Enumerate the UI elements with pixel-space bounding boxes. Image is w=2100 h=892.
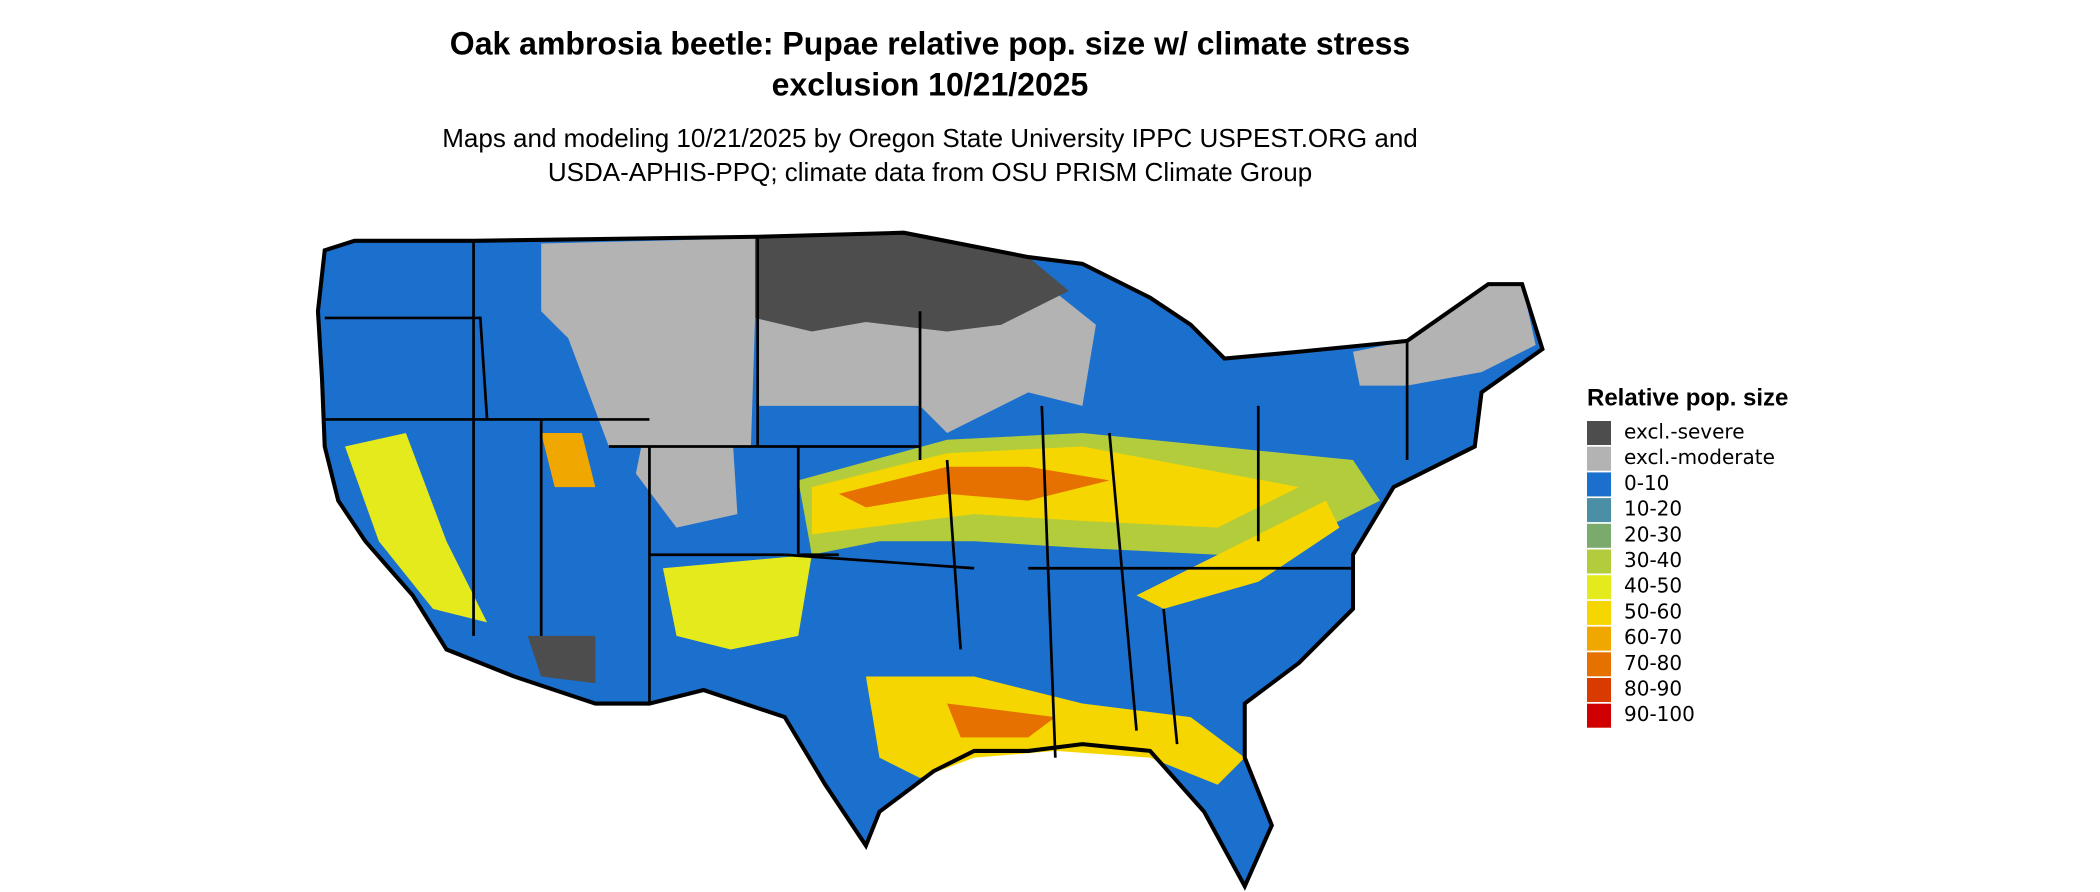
- exclusion-severe: [754, 232, 1069, 332]
- legend-swatch: [1587, 600, 1611, 625]
- exclusion-severe: [527, 635, 596, 684]
- state-border: [1040, 405, 1057, 758]
- legend-swatch: [1587, 626, 1611, 651]
- border: [315, 230, 1545, 891]
- legend-swatch: [1587, 575, 1611, 600]
- state-border: [324, 316, 489, 420]
- legend-label: 60-70: [1624, 625, 1682, 649]
- exclusion-moderate: [1353, 284, 1536, 386]
- legend-swatch: [1587, 703, 1611, 728]
- legend-label: 10-20: [1624, 497, 1682, 521]
- state-border: [1162, 608, 1179, 745]
- legend-swatch: [1587, 523, 1611, 548]
- legend-swatch: [1587, 446, 1611, 471]
- state-border: [1108, 432, 1138, 731]
- state-border: [945, 459, 962, 650]
- state-border: [784, 553, 975, 570]
- legend-label: 30-40: [1624, 548, 1682, 572]
- legend-label: 90-100: [1624, 702, 1695, 726]
- title: exclusion 10/21/2025: [772, 66, 1089, 102]
- legend-swatch: [1587, 421, 1611, 445]
- exclusion-moderate: [635, 405, 738, 528]
- legend-swatch: [1587, 472, 1611, 497]
- legend-label: 20-30: [1624, 522, 1682, 546]
- legend-title: Relative pop. size: [1587, 384, 1788, 411]
- title: Oak ambrosia beetle: Pupae relative pop.…: [450, 25, 1410, 61]
- legend-swatch: [1587, 652, 1611, 677]
- band: [1136, 500, 1340, 609]
- legend-label: excl.-moderate: [1624, 445, 1775, 469]
- band: [947, 703, 1056, 738]
- legend-label: 40-50: [1624, 574, 1682, 598]
- legend-label: excl.-severe: [1624, 420, 1745, 444]
- legend-swatch: [1587, 549, 1611, 574]
- band: [541, 432, 596, 488]
- band: [345, 432, 488, 623]
- legend-label: 70-80: [1624, 651, 1682, 675]
- subtitle: USDA-APHIS-PPQ; climate data from OSU PR…: [548, 157, 1312, 187]
- legend-label: 50-60: [1624, 599, 1682, 623]
- band: [662, 554, 812, 650]
- subtitle: Maps and modeling 10/21/2025 by Oregon S…: [442, 123, 1418, 153]
- map: [315, 230, 1545, 891]
- legend-swatch: [1587, 678, 1611, 702]
- legend: excl.-severeexcl.-moderate0-1010-2020-30…: [1587, 420, 1775, 728]
- legend-label: 0-10: [1624, 471, 1669, 495]
- legend-swatch: [1587, 498, 1611, 523]
- legend-label: 80-90: [1624, 677, 1682, 701]
